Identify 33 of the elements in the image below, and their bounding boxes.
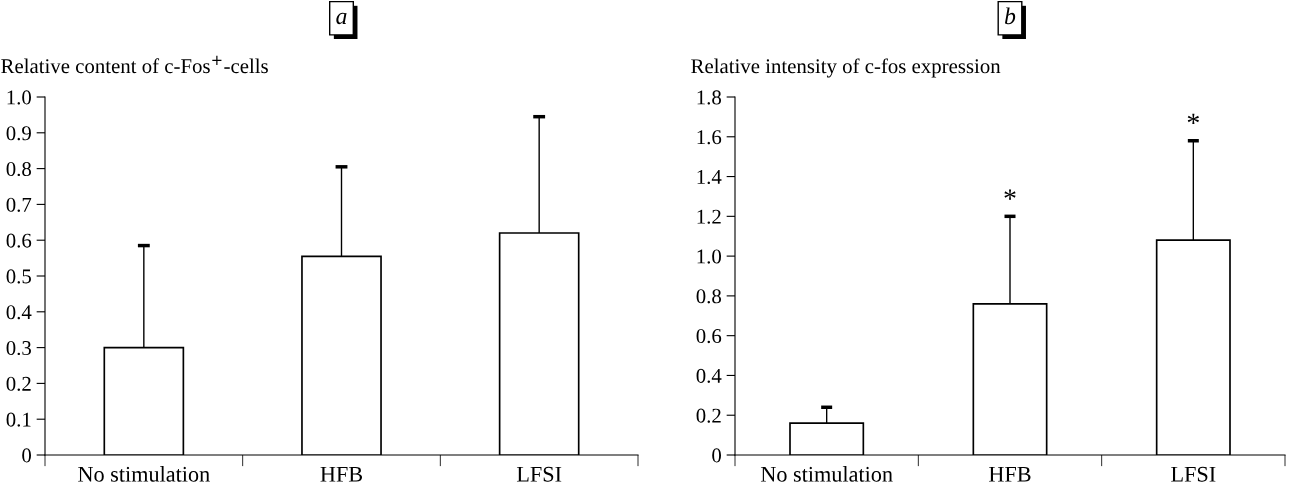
y-axis-title: Relative content of c-Fos$^{+}$-cells — [1, 55, 268, 74]
x-tick-label: No stimulation — [760, 466, 893, 482]
x-tick-label: LFSI — [516, 466, 562, 482]
y-tick-label: 0.8 — [696, 289, 722, 304]
y-tick-label: 0.1 — [6, 412, 31, 427]
y-tick-label: 0.9 — [6, 126, 31, 141]
y-tick-label: 1.8 — [697, 90, 722, 105]
y-tick-label: 0.2 — [696, 408, 721, 423]
y-tick-label: 0 — [712, 448, 722, 463]
y-tick-label: 0 — [22, 448, 32, 463]
y-tick-label: 0.6 — [6, 233, 32, 248]
x-tick-label: No stimulation — [78, 466, 210, 482]
x-tick-label: LFSI — [1171, 466, 1216, 482]
y-tick-label: 1.4 — [697, 170, 722, 185]
y-tick-label: 1.2 — [697, 209, 721, 224]
y-axis-title: Relative intensity of c-fos expression — [691, 58, 1001, 78]
y-tick-label: 1.0 — [697, 249, 722, 264]
y-tick-label: 0.8 — [6, 161, 32, 177]
x-tick-label: HFB — [989, 466, 1031, 482]
y-tick-label: 0.7 — [6, 197, 32, 212]
y-tick-label: 0.3 — [6, 340, 31, 356]
y-tick-label: 0.2 — [6, 376, 31, 391]
annotation: * — [1187, 113, 1199, 125]
x-tick-label: HFB — [320, 466, 363, 482]
chart-title: a — [336, 12, 347, 25]
y-tick-label: 0.4 — [696, 368, 722, 383]
chart-title: b — [1004, 7, 1016, 25]
y-tick-label: 0.5 — [6, 269, 31, 284]
annotation: * — [1004, 189, 1016, 200]
y-tick-label: 1.6 — [697, 130, 722, 145]
y-tick-label: 1.0 — [7, 90, 32, 105]
y-tick-label: 0.6 — [696, 329, 722, 344]
y-tick-label: 0.4 — [6, 305, 32, 320]
